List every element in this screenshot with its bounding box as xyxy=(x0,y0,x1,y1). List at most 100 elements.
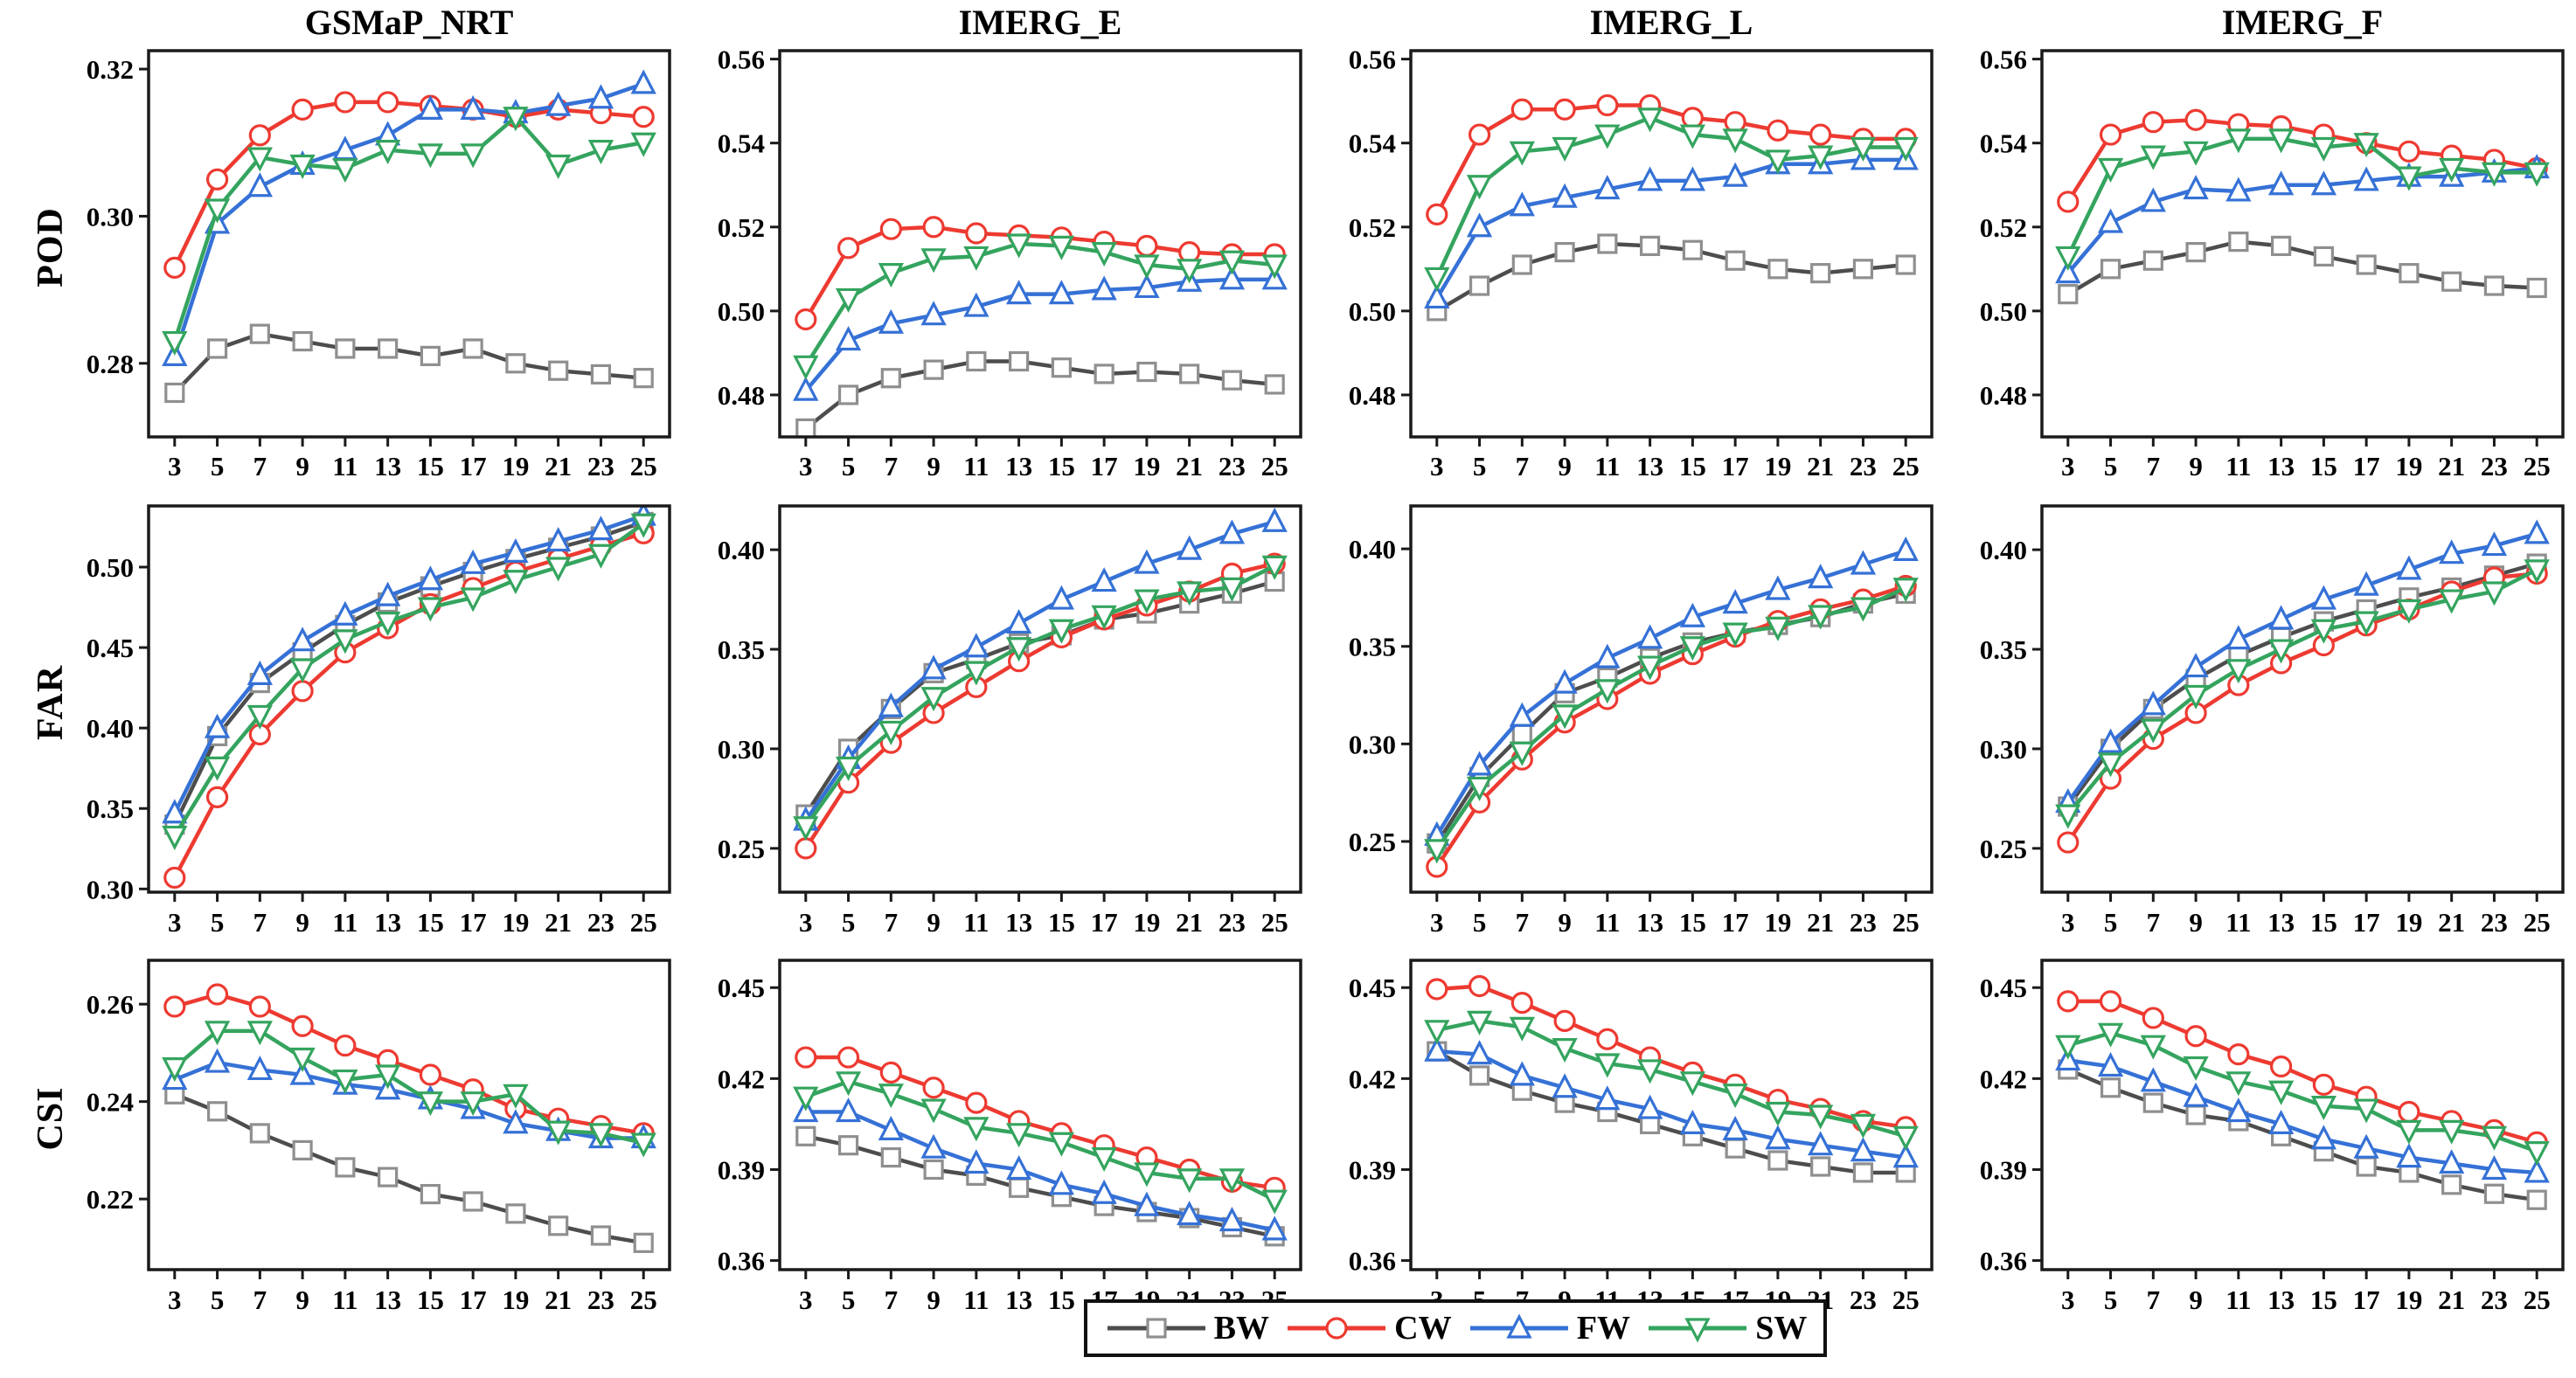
legend-item-sw: SW xyxy=(1645,1309,1807,1347)
svg-text:23: 23 xyxy=(2481,451,2508,481)
plot-imerg-e-pod: 0.48 0.50 0.52 0.54 0.56 3 5 7 9 11 13 15 17 19 21 23 25 xyxy=(718,45,1302,481)
svg-text:13: 13 xyxy=(1636,907,1663,938)
svg-text:0.30: 0.30 xyxy=(87,201,134,232)
svg-text:11: 11 xyxy=(2225,907,2251,938)
svg-text:13: 13 xyxy=(374,907,401,938)
svg-text:25: 25 xyxy=(1892,1285,1920,1315)
svg-text:0.36: 0.36 xyxy=(1980,1246,2027,1277)
svg-text:19: 19 xyxy=(1133,907,1160,938)
svg-text:21: 21 xyxy=(2438,907,2465,938)
svg-text:17: 17 xyxy=(1091,451,1118,481)
svg-text:0.24: 0.24 xyxy=(87,1087,134,1118)
svg-text:5: 5 xyxy=(842,1285,856,1315)
svg-text:5: 5 xyxy=(1473,451,1487,481)
svg-text:0.50: 0.50 xyxy=(87,552,134,583)
svg-text:13: 13 xyxy=(374,451,401,481)
svg-text:25: 25 xyxy=(1892,451,1920,481)
svg-text:11: 11 xyxy=(332,451,358,481)
svg-text:17: 17 xyxy=(1722,451,1749,481)
svg-text:0.40: 0.40 xyxy=(718,535,765,565)
svg-text:19: 19 xyxy=(502,907,529,938)
svg-text:5: 5 xyxy=(211,1285,225,1315)
svg-text:19: 19 xyxy=(2395,907,2422,938)
svg-text:0.50: 0.50 xyxy=(718,296,765,327)
svg-text:23: 23 xyxy=(1850,1285,1877,1315)
svg-text:25: 25 xyxy=(2524,451,2551,481)
svg-text:3: 3 xyxy=(799,451,813,481)
svg-text:3: 3 xyxy=(799,1285,813,1315)
svg-text:5: 5 xyxy=(2104,1285,2118,1315)
chart-cell-imerg-f-pod: 0.48 0.50 0.52 0.54 0.56 3 5 7 9 11 13 15 17 19 21 23 25 xyxy=(1939,0,2576,489)
svg-text:11: 11 xyxy=(963,907,989,938)
svg-text:15: 15 xyxy=(417,451,444,481)
legend-item-bw: BW xyxy=(1104,1309,1269,1347)
svg-text:23: 23 xyxy=(1219,907,1246,938)
svg-text:0.39: 0.39 xyxy=(1980,1154,2027,1185)
chart-cell-imerg-e-pod: 0.48 0.50 0.52 0.54 0.56 3 5 7 9 11 13 15 17 19 21 23 25 xyxy=(677,0,1323,489)
svg-text:11: 11 xyxy=(2225,1285,2251,1315)
svg-text:23: 23 xyxy=(587,451,614,481)
svg-text:0.30: 0.30 xyxy=(1980,734,2027,765)
svg-text:15: 15 xyxy=(417,1285,444,1315)
svg-text:21: 21 xyxy=(2438,451,2465,481)
svg-text:0.36: 0.36 xyxy=(1349,1246,1396,1277)
svg-text:0.42: 0.42 xyxy=(718,1063,765,1094)
svg-text:3: 3 xyxy=(2061,907,2075,938)
svg-text:0.56: 0.56 xyxy=(1980,45,2027,75)
svg-text:0.54: 0.54 xyxy=(1980,128,2027,159)
plot-imerg-e-far: 0.25 0.30 0.35 0.40 3 5 7 9 11 13 15 17 19 21 23 25 xyxy=(718,504,1302,938)
svg-text:15: 15 xyxy=(2310,451,2337,481)
svg-text:5: 5 xyxy=(211,907,225,938)
svg-text:7: 7 xyxy=(2147,1285,2161,1315)
svg-text:0.25: 0.25 xyxy=(718,834,765,864)
svg-text:5: 5 xyxy=(1473,907,1487,938)
svg-text:25: 25 xyxy=(1261,451,1288,481)
svg-text:7: 7 xyxy=(885,907,899,938)
legend-label-sw: SW xyxy=(1755,1310,1808,1347)
cw-circle-marker-icon xyxy=(1288,1317,1386,1340)
svg-text:17: 17 xyxy=(1091,907,1118,938)
svg-text:15: 15 xyxy=(1048,907,1075,938)
svg-text:19: 19 xyxy=(502,1285,529,1315)
svg-text:9: 9 xyxy=(1558,451,1572,481)
svg-text:23: 23 xyxy=(1219,451,1246,481)
svg-text:9: 9 xyxy=(2189,907,2203,938)
svg-text:0.35: 0.35 xyxy=(1349,632,1396,662)
svg-text:0.45: 0.45 xyxy=(87,633,134,663)
svg-text:21: 21 xyxy=(1176,451,1203,481)
plot-gsmap-nrt-csi: 0.22 0.24 0.26 3 5 7 9 11 13 15 17 19 21 23 25 xyxy=(87,959,671,1315)
svg-text:7: 7 xyxy=(1516,451,1530,481)
svg-text:7: 7 xyxy=(253,451,267,481)
svg-text:9: 9 xyxy=(295,451,309,481)
svg-text:0.40: 0.40 xyxy=(1349,534,1396,564)
svg-text:21: 21 xyxy=(545,1285,572,1315)
svg-text:0.52: 0.52 xyxy=(718,212,765,243)
svg-text:13: 13 xyxy=(2267,1285,2295,1315)
plot-gsmap-nrt-pod: 0.28 0.30 0.32 3 5 7 9 11 13 15 17 19 21 23 25 xyxy=(87,49,671,481)
svg-text:0.45: 0.45 xyxy=(1980,973,2027,1003)
svg-text:25: 25 xyxy=(630,1285,657,1315)
svg-text:7: 7 xyxy=(885,451,899,481)
plot-gsmap-nrt-far: 0.30 0.35 0.40 0.45 0.50 3 5 7 9 11 13 15 17 19 21 23 25 xyxy=(87,504,671,938)
svg-text:0.48: 0.48 xyxy=(1980,380,2027,411)
svg-text:9: 9 xyxy=(927,907,941,938)
svg-text:5: 5 xyxy=(842,907,856,938)
svg-text:9: 9 xyxy=(295,1285,309,1315)
svg-text:21: 21 xyxy=(545,907,572,938)
svg-text:9: 9 xyxy=(927,1285,941,1315)
svg-text:17: 17 xyxy=(1722,907,1749,938)
svg-text:7: 7 xyxy=(2147,907,2161,938)
svg-text:0.45: 0.45 xyxy=(718,973,765,1003)
svg-text:0.30: 0.30 xyxy=(87,874,134,904)
svg-text:0.40: 0.40 xyxy=(87,713,134,744)
svg-text:3: 3 xyxy=(2061,451,2075,481)
svg-text:0.50: 0.50 xyxy=(1980,296,2027,327)
svg-text:0.48: 0.48 xyxy=(1349,380,1396,411)
svg-text:5: 5 xyxy=(2104,451,2118,481)
chart-cell-gsmap-nrt-far: 0.30 0.35 0.40 0.45 0.50 3 5 7 9 11 13 15 17 19 21 23 25 xyxy=(45,494,692,948)
svg-text:15: 15 xyxy=(1679,907,1706,938)
svg-text:0.35: 0.35 xyxy=(1980,634,2027,665)
svg-text:13: 13 xyxy=(2267,451,2295,481)
svg-text:0.52: 0.52 xyxy=(1980,212,2027,243)
